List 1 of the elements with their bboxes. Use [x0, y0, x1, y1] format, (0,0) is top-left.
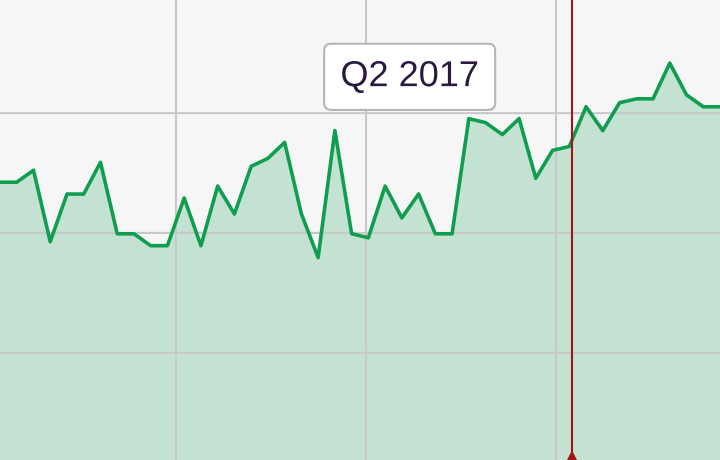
- annotation: Q2 2017: [342, 60, 478, 93]
